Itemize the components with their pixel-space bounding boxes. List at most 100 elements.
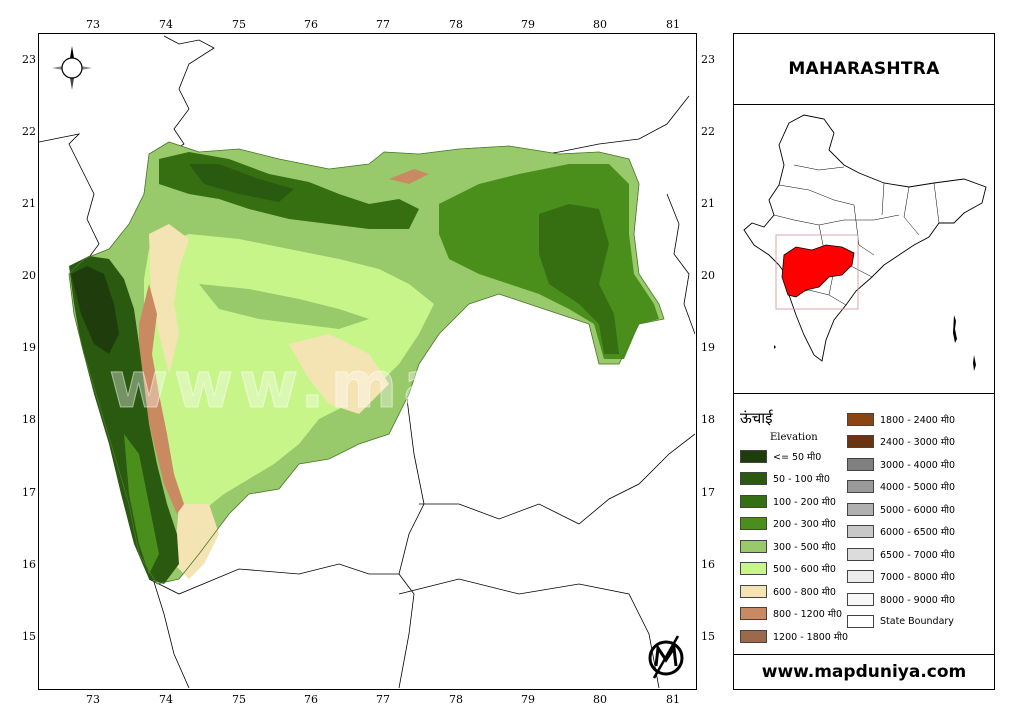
karnataka-boundary bbox=[148, 563, 660, 689]
legend-title-english: Elevation bbox=[770, 432, 818, 443]
legend-label: 6500 - 7000 मी0 bbox=[880, 549, 956, 561]
x-tick-label-bottom: 76 bbox=[304, 693, 318, 706]
legend-item: <= 50 मी0 bbox=[740, 449, 821, 463]
legend-swatch bbox=[847, 525, 874, 538]
extent-rectangle bbox=[775, 234, 859, 310]
legend-title-hindi: ऊंचाई bbox=[740, 409, 773, 427]
legend-item: 2400 - 3000 मी0 bbox=[847, 435, 955, 449]
legend-label: 3000 - 4000 मी0 bbox=[880, 459, 956, 471]
y-tick-label-right: 20 bbox=[701, 269, 715, 282]
islands bbox=[774, 315, 976, 371]
legend-item: 5000 - 6000 मी0 bbox=[847, 502, 955, 516]
x-tick-label-bottom: 75 bbox=[232, 693, 246, 706]
website-url[interactable]: www.mapduniya.com bbox=[761, 662, 967, 682]
maharashtra-highlight bbox=[781, 244, 855, 298]
chhattisgarh-boundary bbox=[666, 193, 696, 335]
state-boundary-maharashtra bbox=[68, 141, 665, 585]
y-tick-label-right: 22 bbox=[701, 125, 715, 138]
legend-item: State Boundary bbox=[847, 615, 954, 629]
legend-swatch bbox=[740, 539, 767, 553]
legend-swatch bbox=[847, 570, 874, 583]
legend-item: 7000 - 8000 मी0 bbox=[847, 570, 955, 584]
legend-swatch bbox=[847, 547, 874, 561]
y-tick-label-left: 15 bbox=[22, 630, 36, 643]
y-tick-label-left: 21 bbox=[22, 197, 36, 210]
website-box: www.mapduniya.com bbox=[733, 654, 995, 690]
x-tick-label-top: 80 bbox=[593, 18, 607, 31]
legend-label: 600 - 800 मी0 bbox=[773, 586, 836, 598]
legend-item: 300 - 500 मी0 bbox=[740, 539, 836, 553]
elevation-600-800-a bbox=[149, 224, 189, 374]
y-tick-label-right: 15 bbox=[701, 630, 715, 643]
elevation-coastal-mid bbox=[124, 434, 159, 574]
y-tick-label-left: 20 bbox=[22, 269, 36, 282]
x-tick-label-top: 77 bbox=[376, 18, 390, 31]
legend-swatch bbox=[847, 480, 874, 493]
x-tick-label-top: 78 bbox=[449, 18, 463, 31]
legend-label: 300 - 500 मी0 bbox=[773, 541, 836, 553]
legend-label: 5000 - 6000 मी0 bbox=[880, 504, 956, 516]
x-tick-label-top: 76 bbox=[304, 18, 318, 31]
india-outline bbox=[743, 114, 987, 362]
elevation-800-1200 bbox=[139, 284, 184, 514]
legend-label: 2400 - 3000 मी0 bbox=[880, 437, 956, 448]
legend-swatch bbox=[847, 502, 874, 516]
y-tick-label-left: 16 bbox=[22, 558, 36, 571]
x-tick-label-top: 73 bbox=[86, 18, 100, 31]
legend-item: 50 - 100 मी0 bbox=[740, 472, 830, 486]
x-tick-label-top: 75 bbox=[232, 18, 246, 31]
elevation-coastal-darkest bbox=[71, 266, 119, 354]
x-tick-label-top: 79 bbox=[521, 18, 535, 31]
y-tick-label-left: 17 bbox=[22, 486, 36, 499]
legend-item: 4000 - 5000 मी0 bbox=[847, 480, 955, 494]
y-tick-label-right: 17 bbox=[701, 486, 715, 499]
y-tick-label-left: 18 bbox=[22, 413, 36, 426]
legend-swatch bbox=[740, 607, 767, 620]
legend-item: 200 - 300 मी0 bbox=[740, 517, 836, 531]
legend-item: 800 - 1200 मी0 bbox=[740, 607, 842, 621]
compass-rose-icon bbox=[52, 46, 92, 90]
legend-label: <= 50 मी0 bbox=[773, 451, 822, 463]
x-tick-label-bottom: 77 bbox=[376, 693, 390, 706]
main-map: www.mapduniya.com bbox=[38, 33, 697, 690]
legend-label: 50 - 100 मी0 bbox=[773, 474, 830, 485]
legend-label: 7000 - 8000 मी0 bbox=[880, 572, 956, 583]
legend-swatch bbox=[847, 615, 874, 628]
y-tick-label-left: 23 bbox=[22, 53, 36, 66]
legend-item: 6000 - 6500 मी0 bbox=[847, 525, 955, 539]
gujarat-boundary bbox=[158, 35, 215, 160]
x-tick-label-bottom: 74 bbox=[159, 693, 173, 706]
legend-swatch bbox=[847, 412, 874, 426]
y-tick-label-right: 16 bbox=[701, 558, 715, 571]
inset-map bbox=[733, 104, 995, 394]
x-tick-label-bottom: 80 bbox=[593, 693, 607, 706]
legend-swatch bbox=[740, 517, 767, 530]
legend-swatch bbox=[740, 562, 767, 575]
elevation-800-1200-north bbox=[389, 169, 429, 184]
telangana-boundary bbox=[398, 398, 425, 689]
india-inset-map bbox=[743, 114, 987, 371]
elevation-50-100-north bbox=[189, 164, 294, 202]
legend-swatch bbox=[740, 494, 767, 508]
legend-item: 3000 - 4000 मी0 bbox=[847, 457, 955, 471]
legend-swatch bbox=[740, 472, 767, 485]
x-tick-label-bottom: 81 bbox=[666, 693, 680, 706]
legend-label: 800 - 1200 मी0 bbox=[773, 609, 842, 620]
elevation-300-500-band bbox=[199, 284, 369, 329]
coastline-outline bbox=[39, 133, 100, 265]
legend-item: 8000 - 9000 मी0 bbox=[847, 592, 955, 606]
x-tick-label-top: 81 bbox=[666, 18, 680, 31]
legend-label: 4000 - 5000 मी0 bbox=[880, 482, 956, 493]
legend-swatch bbox=[740, 584, 767, 598]
legend-label: 200 - 300 मी0 bbox=[773, 519, 836, 530]
legend-item: 100 - 200 मी0 bbox=[740, 494, 836, 508]
x-tick-label-top: 74 bbox=[159, 18, 173, 31]
india-states bbox=[773, 164, 940, 306]
legend-label: 8000 - 9000 मी0 bbox=[880, 594, 956, 606]
goa-coast bbox=[153, 581, 190, 689]
x-tick-label-bottom: 73 bbox=[86, 693, 100, 706]
legend-item: 1200 - 1800 मी0 bbox=[740, 629, 848, 643]
y-tick-label-left: 22 bbox=[22, 125, 36, 138]
mapduniya-logo-icon bbox=[648, 635, 684, 679]
legend-label: 1800 - 2400 मी0 bbox=[880, 414, 956, 426]
